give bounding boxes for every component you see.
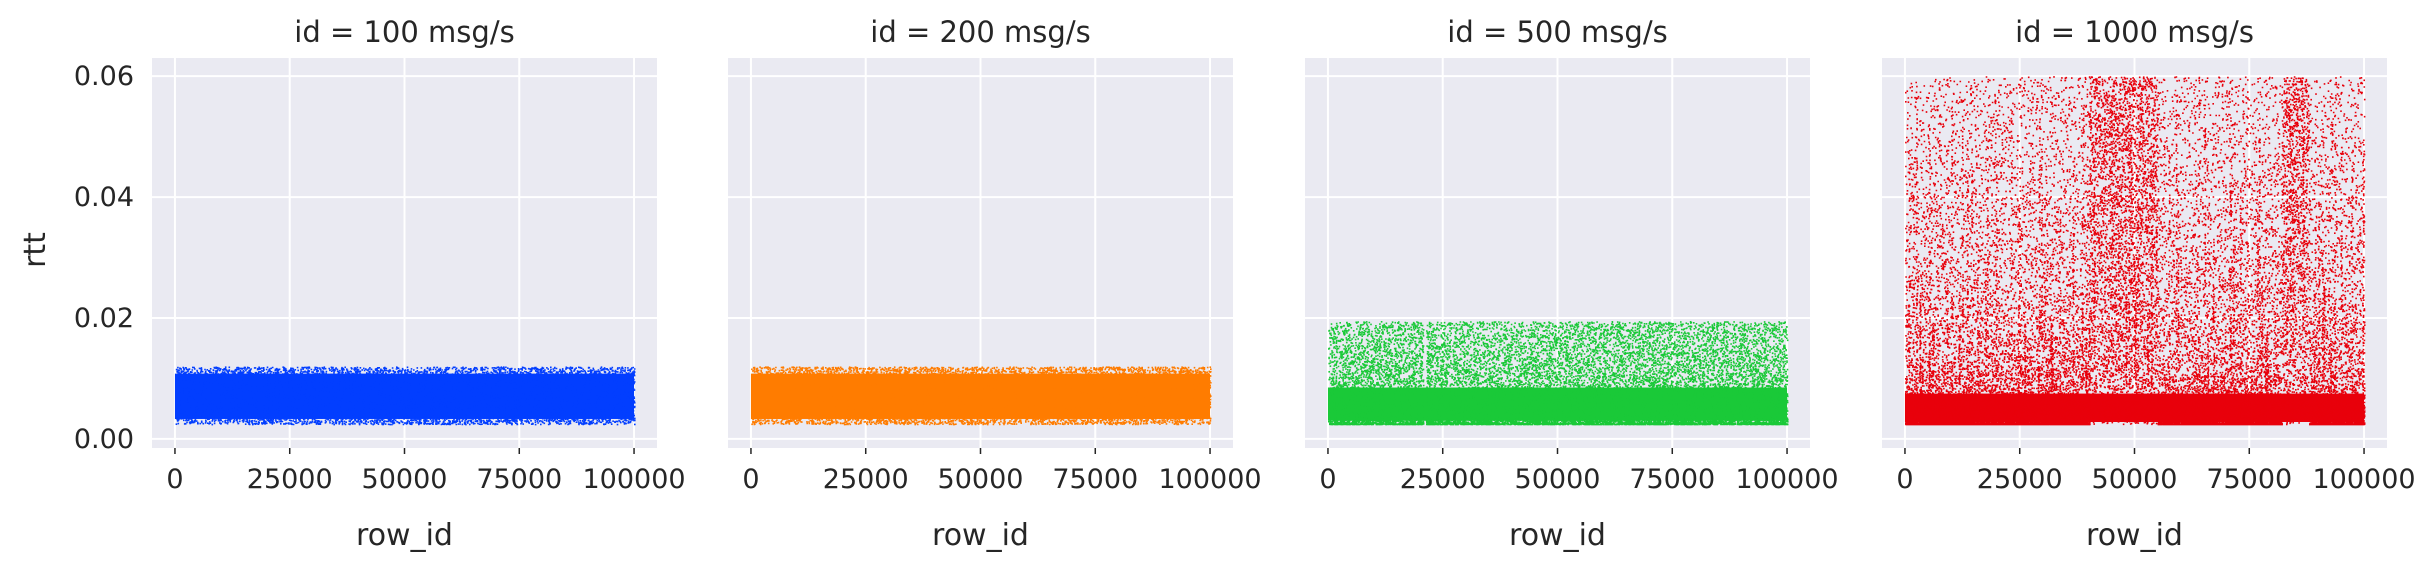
scatter-points — [1328, 321, 1789, 426]
x-tick-label: 100000 — [583, 464, 686, 495]
y-tick-label: 0.00 — [74, 424, 134, 455]
x-tick-label: 50000 — [362, 464, 448, 495]
facet-title: id = 200 msg/s — [870, 15, 1090, 49]
x-axis-label: row_id — [356, 518, 453, 553]
x-tick-label: 75000 — [476, 464, 562, 495]
x-tick-label: 25000 — [1400, 464, 1486, 495]
x-axis-label: row_id — [1509, 518, 1606, 553]
facet-panels: 0 25000 50000 75000 100000 0.00 0.02 0.04 0.06 id… — [74, 15, 2416, 553]
x-tick-label: 50000 — [938, 464, 1024, 495]
y-axis-label: rtt — [18, 232, 53, 268]
facet-title: id = 100 msg/s — [294, 15, 514, 49]
x-tick-label: 25000 — [823, 464, 909, 495]
x-axis-label: row_id — [932, 518, 1029, 553]
facet-panel: 0 25000 50000 75000 100000 id = 500 msg/s row_… — [1305, 15, 1839, 553]
x-axis-label: row_id — [2086, 518, 2183, 553]
scatter-points — [751, 366, 1212, 426]
x-tick-label: 75000 — [1052, 464, 1138, 495]
x-tick-label: 0 — [1896, 464, 1913, 495]
x-tick-label: 75000 — [1629, 464, 1715, 495]
x-tick-label: 0 — [742, 464, 759, 495]
scatter-points — [175, 366, 636, 426]
x-tick-label: 0 — [1319, 464, 1336, 495]
y-tick-label: 0.06 — [74, 61, 134, 92]
facet-title: id = 1000 msg/s — [2015, 15, 2254, 49]
facet-panel: 0 25000 50000 75000 100000 id = 1000 msg/s row… — [1882, 15, 2416, 553]
x-tick-label: 25000 — [247, 464, 333, 495]
scatter-points — [1905, 76, 2366, 426]
x-tick-label: 75000 — [2206, 464, 2292, 495]
y-tick-label: 0.04 — [74, 182, 134, 213]
x-tick-label: 100000 — [1736, 464, 1839, 495]
facet-panel: 0 25000 50000 75000 100000 0.00 0.02 0.04 0.06 id… — [74, 15, 686, 553]
y-tick-label: 0.02 — [74, 303, 134, 334]
x-tick-label: 50000 — [2092, 464, 2178, 495]
facet-panel: 0 25000 50000 75000 100000 id = 200 msg/s row_… — [728, 15, 1262, 553]
facet-title: id = 500 msg/s — [1447, 15, 1667, 49]
x-tick-label: 25000 — [1977, 464, 2063, 495]
x-tick-label: 100000 — [2313, 464, 2416, 495]
x-tick-label: 50000 — [1515, 464, 1601, 495]
x-tick-label: 0 — [166, 464, 183, 495]
x-tick-label: 100000 — [1159, 464, 1262, 495]
